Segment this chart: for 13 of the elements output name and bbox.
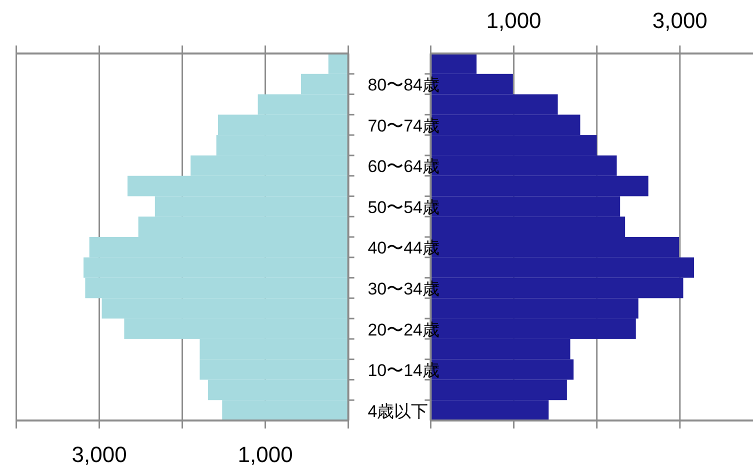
y-tick-label: 70〜74歳 <box>368 116 440 136</box>
y-tick-label: 80〜84歳 <box>368 76 440 95</box>
y-tick-label: 50〜54歳 <box>368 198 440 217</box>
x-tick-label: 3,000 <box>652 8 708 33</box>
y-tick-label: 60〜64歳 <box>368 157 440 176</box>
y-tick-label: 4歳以下 <box>368 402 428 421</box>
x-tick-label: 1,000 <box>238 442 293 467</box>
x-tick-label: 1,000 <box>486 8 542 33</box>
y-tick-label: 10〜14歳 <box>368 361 440 380</box>
y-tick-label: 20〜24歳 <box>368 320 440 340</box>
x-tick-label: 3,000 <box>72 442 127 467</box>
y-tick-label: 40〜44歳 <box>368 238 440 258</box>
y-tick-label: 30〜34歳 <box>368 279 440 298</box>
